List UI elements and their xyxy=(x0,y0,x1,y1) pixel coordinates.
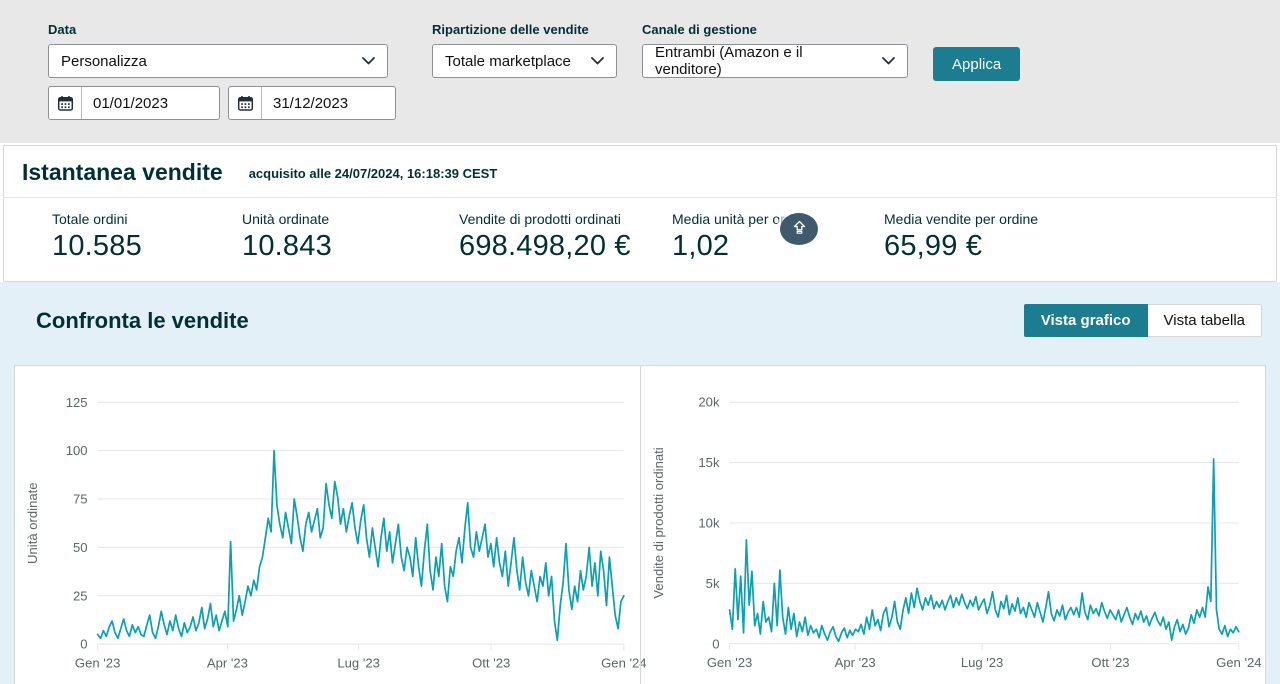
sales-snapshot-header: Istantanea vendite acquisito alle 24/07/… xyxy=(4,146,1276,199)
metric-label: Media unità per ordine xyxy=(672,211,812,228)
view-toggle: Vista grafico Vista tabella xyxy=(1023,304,1262,338)
date-range-select-value: Personalizza xyxy=(61,52,147,70)
svg-text:Apr '23: Apr '23 xyxy=(207,656,248,671)
sales-breakdown-group: Ripartizione delle vendite Totale market… xyxy=(432,22,617,78)
sales-snapshot-title: Istantanea vendite xyxy=(22,159,223,185)
charts-panel: 0 25 50 75 100 125 Gen '23 Apr '23 Lug '23 Ott '2… xyxy=(14,365,1266,684)
fulfillment-channel-label: Canale di gestione xyxy=(642,22,757,37)
svg-text:Gen '23: Gen '23 xyxy=(707,655,752,670)
svg-text:Ott '23: Ott '23 xyxy=(472,656,510,671)
svg-text:Vendite di prodotti ordinati: Vendite di prodotti ordinati xyxy=(651,448,666,599)
date-filter-label: Data xyxy=(48,22,77,37)
chart-view-button[interactable]: Vista grafico xyxy=(1023,304,1148,338)
metric-avg-sales-per-order: Media vendite per ordine 65,99 € xyxy=(884,211,1038,263)
svg-text:Gen '23: Gen '23 xyxy=(75,656,120,671)
sales-snapshot-timestamp: acquisito alle 24/07/2024, 16:18:39 CEST xyxy=(248,166,498,182)
export-button[interactable] xyxy=(780,213,818,246)
table-view-button[interactable]: Vista tabella xyxy=(1147,304,1262,338)
sales-breakdown-select-value: Totale marketplace xyxy=(445,52,571,70)
svg-text:75: 75 xyxy=(73,492,88,507)
compare-sales-section: Confronta le vendite Vista grafico Vista… xyxy=(0,282,1280,684)
svg-text:Gen '24: Gen '24 xyxy=(1216,655,1261,670)
start-date-value: 01/01/2023 xyxy=(93,94,169,112)
chevron-down-icon xyxy=(362,57,375,65)
svg-text:Unità ordinate: Unità ordinate xyxy=(25,483,40,565)
metrics-row: Totale ordini 10.585 Unità ordinate 10.8… xyxy=(4,198,1276,281)
sales-breakdown-select[interactable]: Totale marketplace xyxy=(432,44,617,78)
fulfillment-channel-group: Canale di gestione Entrambi (Amazon e il… xyxy=(642,22,908,78)
date-inputs-row: 01/01/2023 31/12/2023 xyxy=(48,86,396,120)
svg-text:125: 125 xyxy=(66,395,88,410)
end-date-value: 31/12/2023 xyxy=(273,94,349,112)
metric-value: 698.498,20 € xyxy=(459,230,631,263)
svg-text:Ott '23: Ott '23 xyxy=(1091,655,1129,670)
compare-sales-title: Confronta le vendite xyxy=(36,307,249,333)
metric-label: Vendite di prodotti ordinati xyxy=(459,211,621,228)
svg-text:Gen '24: Gen '24 xyxy=(601,656,646,671)
apply-button[interactable]: Applica xyxy=(933,47,1021,81)
metric-ordered-product-sales: Vendite di prodotti ordinati 698.498,20 … xyxy=(459,211,672,263)
ordered-product-sales-chart: 0 5k 10k 15k 20k Gen '23 Apr '23 Lug '23 Ott '23… xyxy=(651,395,1261,670)
ordered-product-sales-chart-container: 0 5k 10k 15k 20k Gen '23 Apr '23 Lug '23 Ott '23… xyxy=(640,366,1265,684)
svg-text:0: 0 xyxy=(712,637,719,652)
metric-label: Unità ordinate xyxy=(242,211,330,228)
metric-label: Totale ordini xyxy=(52,211,128,228)
metric-value: 65,99 € xyxy=(884,230,983,263)
date-filter-group: Data Personalizza 01/01/2023 31/12/2023 xyxy=(48,22,396,120)
svg-text:Apr '23: Apr '23 xyxy=(835,655,876,670)
units-ordered-chart-container: 0 25 50 75 100 125 Gen '23 Apr '23 Lug '23 Ott '2… xyxy=(15,366,646,684)
start-date-input[interactable]: 01/01/2023 xyxy=(48,86,220,120)
metric-total-orders: Totale ordini 10.585 xyxy=(52,211,242,263)
units-ordered-chart: 0 25 50 75 100 125 Gen '23 Apr '23 Lug '23 Ott '2… xyxy=(25,395,646,671)
metric-units-ordered: Unità ordinate 10.843 xyxy=(242,211,459,263)
svg-text:10k: 10k xyxy=(698,516,720,531)
compare-sales-header: Confronta le vendite Vista grafico Vista… xyxy=(0,304,1280,338)
filter-bar: Data Personalizza 01/01/2023 31/12/2023 xyxy=(0,0,1280,143)
svg-text:20k: 20k xyxy=(698,395,720,410)
metric-label: Media vendite per ordine xyxy=(884,211,1039,228)
chevron-down-icon xyxy=(882,57,895,65)
calendar-icon xyxy=(229,87,262,119)
svg-text:5k: 5k xyxy=(706,576,720,591)
metric-value: 10.843 xyxy=(242,230,332,263)
arrow-up-icon xyxy=(791,219,808,239)
metric-avg-units-per-order: Media unità per ordine 1,02 xyxy=(672,211,884,263)
fulfillment-channel-select-value: Entrambi (Amazon e il venditore) xyxy=(655,44,803,78)
calendar-icon xyxy=(49,87,82,119)
svg-text:Lug '23: Lug '23 xyxy=(961,655,1004,670)
svg-text:0: 0 xyxy=(80,637,87,652)
end-date-input[interactable]: 31/12/2023 xyxy=(228,86,396,120)
svg-text:15k: 15k xyxy=(698,455,720,470)
svg-text:25: 25 xyxy=(73,589,88,604)
metric-value: 1,02 xyxy=(672,230,730,263)
chevron-down-icon xyxy=(591,57,604,65)
svg-text:100: 100 xyxy=(66,443,88,458)
sales-breakdown-label: Ripartizione delle vendite xyxy=(432,22,589,37)
svg-text:Lug '23: Lug '23 xyxy=(337,656,380,671)
sales-snapshot-card: Istantanea vendite acquisito alle 24/07/… xyxy=(3,145,1277,283)
fulfillment-channel-select[interactable]: Entrambi (Amazon e il venditore) xyxy=(642,44,908,78)
date-range-select[interactable]: Personalizza xyxy=(48,44,388,78)
metric-value: 10.585 xyxy=(52,230,142,263)
svg-text:50: 50 xyxy=(73,540,88,555)
